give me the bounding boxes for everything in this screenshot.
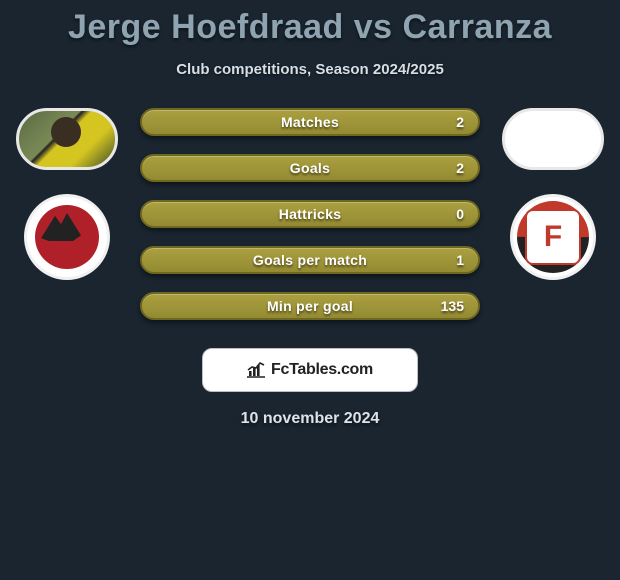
comparison-panel: Matches 2 Goals 2 Hattricks 0 Goals per … bbox=[0, 108, 620, 320]
stat-value: 2 bbox=[456, 114, 464, 130]
stat-label: Matches bbox=[281, 114, 339, 130]
branding-text: FcTables.com bbox=[271, 361, 373, 379]
right-player-photo-placeholder bbox=[502, 108, 604, 170]
stat-value: 135 bbox=[441, 298, 464, 314]
stat-label: Goals per match bbox=[253, 252, 367, 268]
stat-value: 0 bbox=[456, 206, 464, 222]
stat-bar-min-per-goal: Min per goal 135 bbox=[140, 292, 480, 320]
left-club-logo-inner bbox=[35, 205, 99, 269]
stat-value: 1 bbox=[456, 252, 464, 268]
stat-bar-matches: Matches 2 bbox=[140, 108, 480, 136]
right-player-column: F bbox=[498, 108, 608, 280]
stat-label: Hattricks bbox=[279, 206, 342, 222]
left-player-column bbox=[12, 108, 122, 280]
stat-bar-goals-per-match: Goals per match 1 bbox=[140, 246, 480, 274]
stat-value: 2 bbox=[456, 160, 464, 176]
page-subtitle: Club competitions, Season 2024/2025 bbox=[0, 61, 620, 78]
branding-badge: FcTables.com bbox=[202, 348, 418, 392]
chart-icon bbox=[247, 362, 265, 378]
stat-bar-goals: Goals 2 bbox=[140, 154, 480, 182]
left-club-logo bbox=[24, 194, 110, 280]
right-club-logo: F bbox=[510, 194, 596, 280]
left-player-photo bbox=[16, 108, 118, 170]
stat-label: Min per goal bbox=[267, 298, 353, 314]
stat-label: Goals bbox=[290, 160, 330, 176]
stats-bars: Matches 2 Goals 2 Hattricks 0 Goals per … bbox=[140, 108, 480, 320]
right-club-logo-letter: F bbox=[525, 209, 581, 265]
stat-bar-hattricks: Hattricks 0 bbox=[140, 200, 480, 228]
left-player-head-shape bbox=[51, 117, 81, 147]
page-title: Jerge Hoefdraad vs Carranza bbox=[0, 0, 620, 47]
snapshot-date: 10 november 2024 bbox=[0, 410, 620, 428]
